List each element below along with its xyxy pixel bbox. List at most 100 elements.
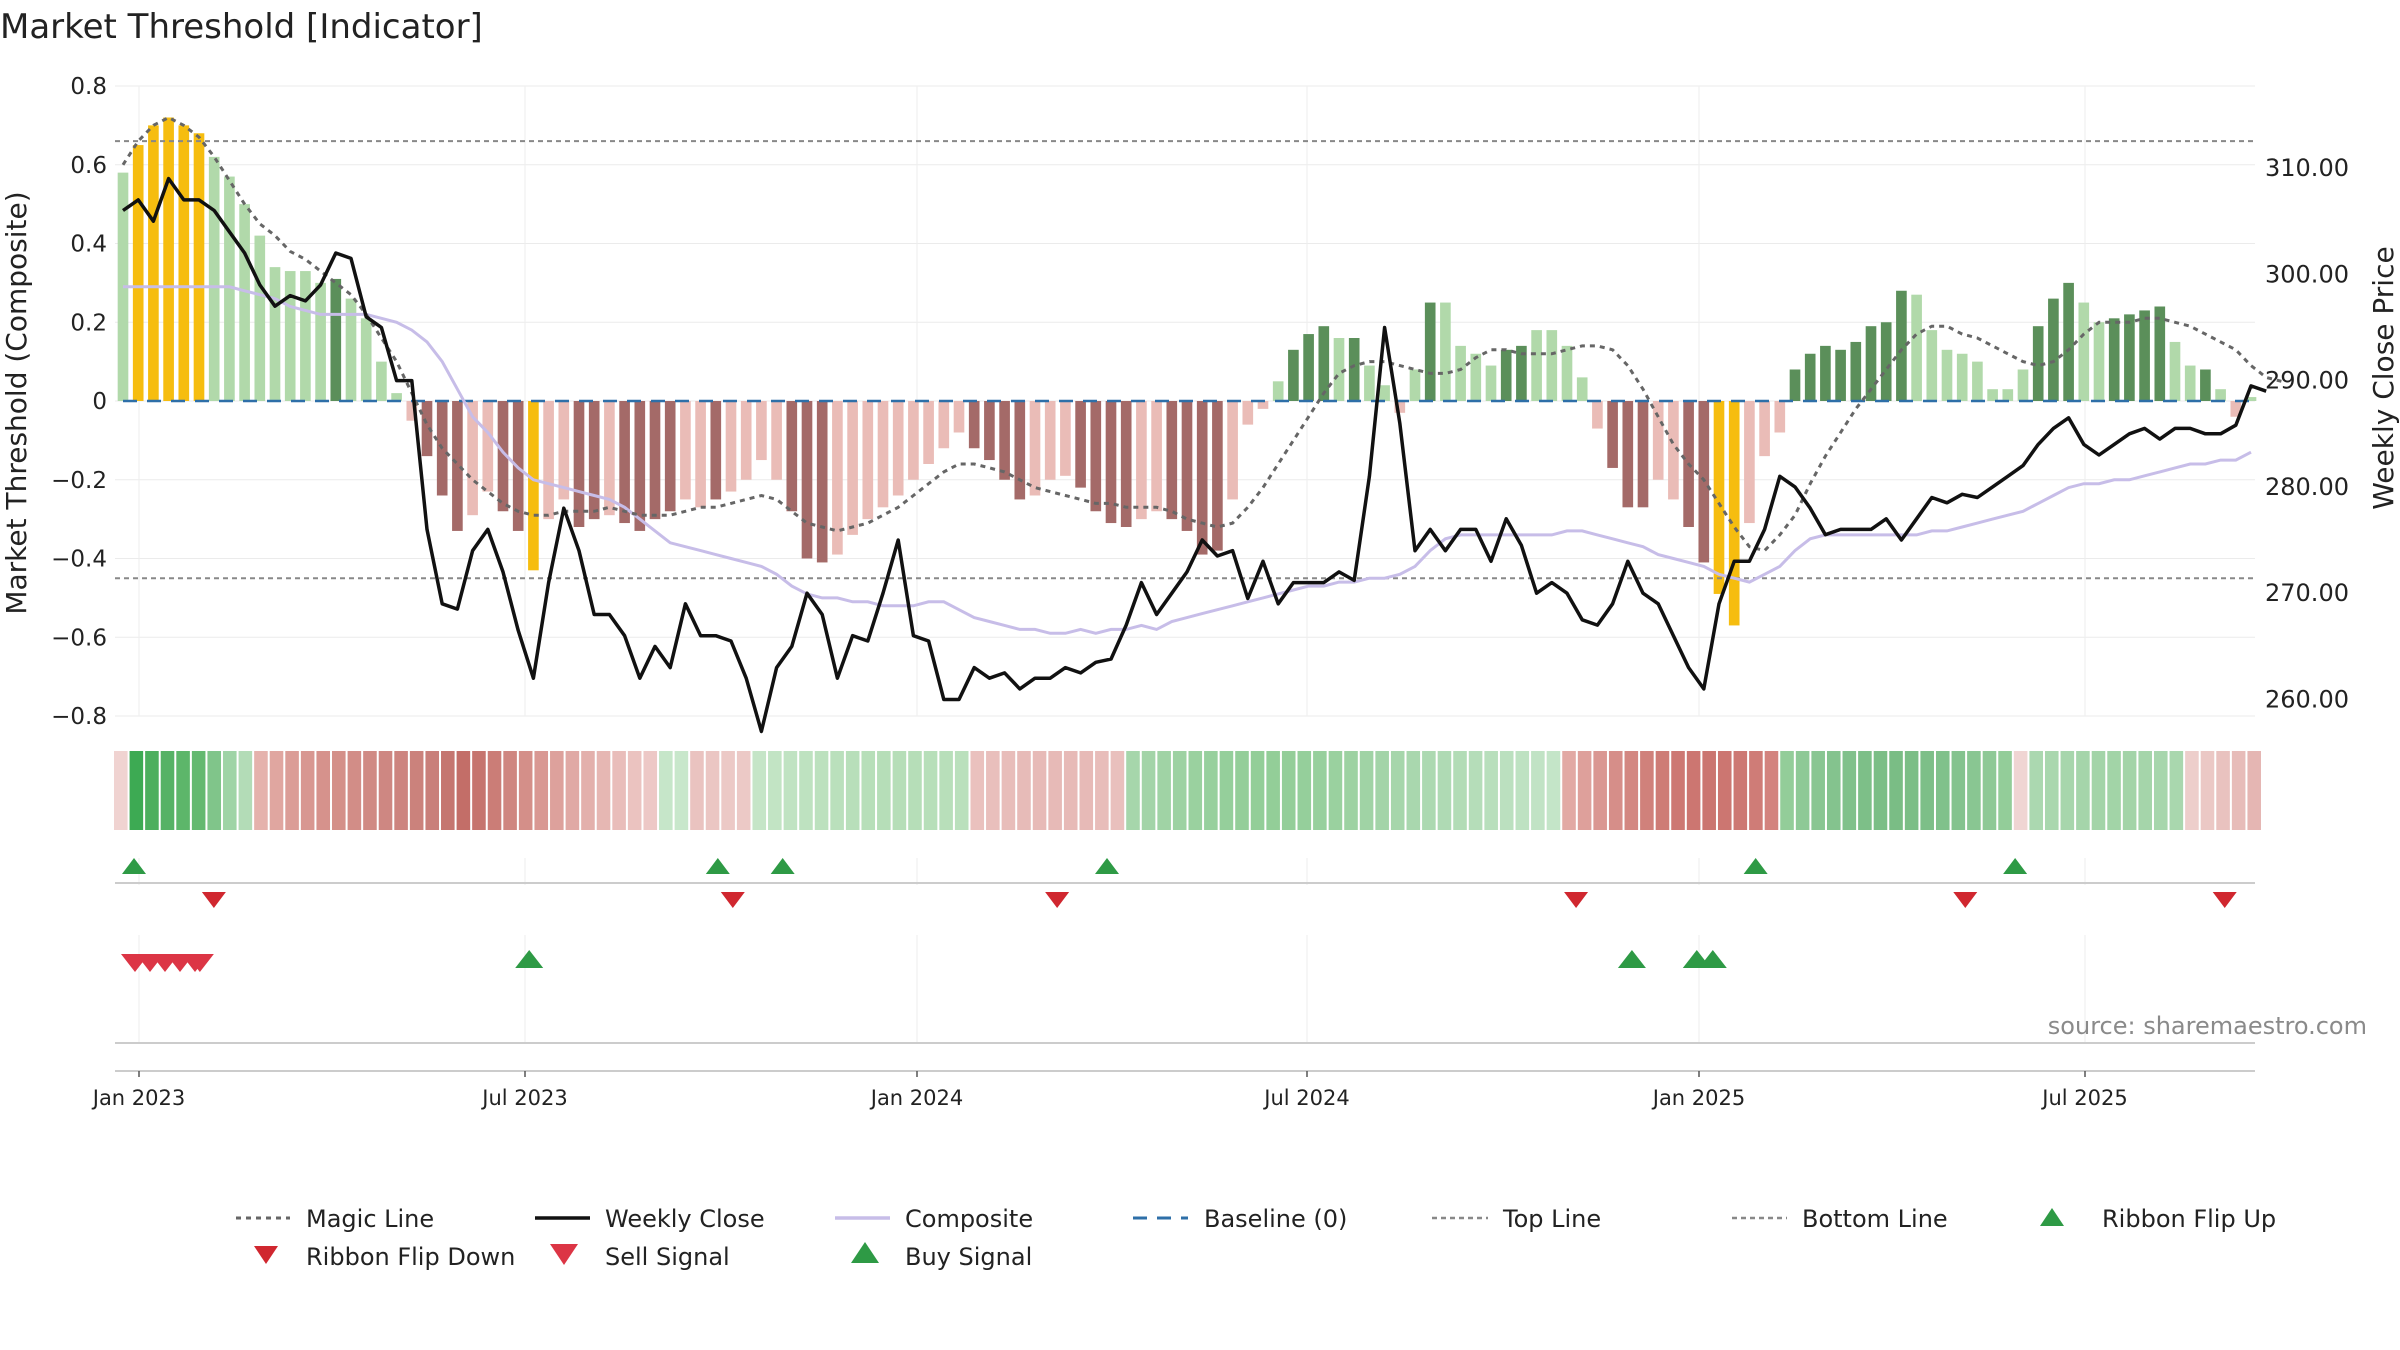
ribbon-cell (1935, 751, 1950, 830)
composite-bar (1850, 341, 1862, 401)
ribbon-cell (2169, 751, 2184, 830)
ribbon-cell (1188, 751, 1203, 830)
ribbon-cell (1453, 751, 1467, 830)
ribbon-cell (1110, 751, 1125, 830)
x-tick-label: Jan 2025 (1651, 1086, 1746, 1110)
legend-item-weekly-close: Weekly Close (535, 1205, 765, 1233)
y-tick-label: 0.2 (70, 310, 107, 336)
composite-bar (1622, 401, 1634, 508)
ribbon-cell (830, 751, 844, 830)
legend-item-buy-signal: Buy Signal (851, 1242, 1032, 1271)
composite-bar (2200, 369, 2211, 401)
ribbon-cell (1795, 751, 1810, 830)
composite-bars (117, 117, 2257, 626)
composite-bar (1394, 401, 1406, 413)
ribbon-cell (923, 751, 938, 830)
composite-bar (1470, 353, 1482, 401)
composite-bar (528, 401, 539, 571)
composite-bar (2032, 326, 2044, 401)
composite-bar (892, 401, 904, 496)
ribbon-cell (752, 751, 767, 830)
composite-bar (1105, 401, 1117, 524)
ribbon-cell (1904, 751, 1919, 830)
composite-bar (771, 401, 782, 480)
ribbon-flip-down-marker (1953, 892, 1978, 908)
composite-bar (832, 401, 843, 555)
ribbon-flip-up-marker (770, 858, 795, 874)
ribbon-cell (1546, 751, 1561, 830)
ribbon-cell (783, 751, 798, 830)
composite-bar (132, 145, 144, 401)
ribbon-cell (1920, 751, 1934, 830)
composite-bar (2215, 389, 2226, 401)
ribbon-cell (378, 751, 393, 830)
ribbon-cell (1873, 751, 1888, 830)
composite-bar (908, 401, 919, 480)
ribbon-cell (1624, 751, 1639, 830)
ribbon-cell (877, 751, 891, 830)
composite-bar (588, 401, 600, 520)
ribbon-cell (892, 751, 907, 830)
composite-bar (847, 401, 858, 535)
legend-item-top-line: Top Line (1432, 1205, 1601, 1233)
composite-bar (345, 298, 357, 401)
ribbon-cell (861, 751, 876, 830)
ribbon-cell (1889, 751, 1903, 830)
ribbon-cell (814, 751, 829, 830)
ribbon-cell (1515, 751, 1530, 830)
composite-bar (573, 401, 585, 527)
ribbon-cell (705, 751, 720, 830)
composite-bar (1759, 401, 1770, 457)
weekly-close-line (121, 176, 2267, 734)
composite-bar (224, 176, 235, 401)
ribbon-cell (1032, 751, 1047, 830)
legend-label: Bottom Line (1802, 1205, 1948, 1233)
ribbon-cell (238, 751, 253, 830)
y-axis-label: Market Threshold (Composite) (0, 191, 33, 614)
composite-bar (163, 117, 174, 401)
ribbon-cell (1297, 751, 1312, 830)
ribbon-strip (114, 751, 2261, 830)
ribbon-cell (1484, 751, 1498, 830)
legend-item-sell-signal: Sell Signal (550, 1243, 730, 1271)
composite-bar (1348, 338, 1360, 401)
composite-bar (1713, 401, 1725, 594)
ribbon-cell (1359, 751, 1374, 830)
ribbon-cell (2185, 751, 2199, 830)
ribbon-cell (347, 751, 362, 830)
composite-bar (1029, 401, 1041, 496)
composite-bar (1379, 385, 1390, 401)
composite-bar (968, 401, 980, 449)
ribbon-cell (1608, 751, 1623, 830)
ribbon-cell (2107, 751, 2121, 830)
legend-label: Sell Signal (605, 1243, 730, 1271)
composite-bar (2063, 282, 2074, 401)
ribbon-cell (254, 751, 268, 830)
ribbon-cell (721, 751, 735, 830)
legend-item-baseline: Baseline (0) (1133, 1205, 1347, 1233)
ribbon-cell (1686, 751, 1701, 830)
ribbon-cell (2138, 751, 2152, 830)
ribbon-cell (612, 751, 626, 830)
composite-bar (1500, 349, 1512, 401)
ribbon-cell (736, 751, 751, 830)
ribbon-cell (129, 751, 144, 830)
y-tick-label: −0.2 (51, 468, 107, 494)
signal-panels (115, 858, 2255, 1072)
ribbon-cell (799, 751, 813, 830)
composite-bar (1576, 377, 1588, 401)
ribbon-cell (1531, 751, 1545, 830)
x-tick-label: Jul 2023 (480, 1086, 567, 1110)
composite-bar (1364, 365, 1375, 401)
composite-bar (1333, 338, 1345, 401)
legend-label: Buy Signal (905, 1243, 1032, 1271)
composite-bar (239, 204, 250, 401)
legend-item-ribbon-flip-up: Ribbon Flip Up (2040, 1205, 2276, 1233)
composite-bar (695, 401, 706, 508)
composite-bar (1652, 401, 1664, 480)
composite-bar (2184, 365, 2196, 401)
ribbon-cell (1826, 751, 1841, 830)
y-tick-label: −0.8 (51, 704, 107, 730)
composite-bar (1774, 401, 1786, 433)
ribbon-cell (643, 751, 658, 830)
